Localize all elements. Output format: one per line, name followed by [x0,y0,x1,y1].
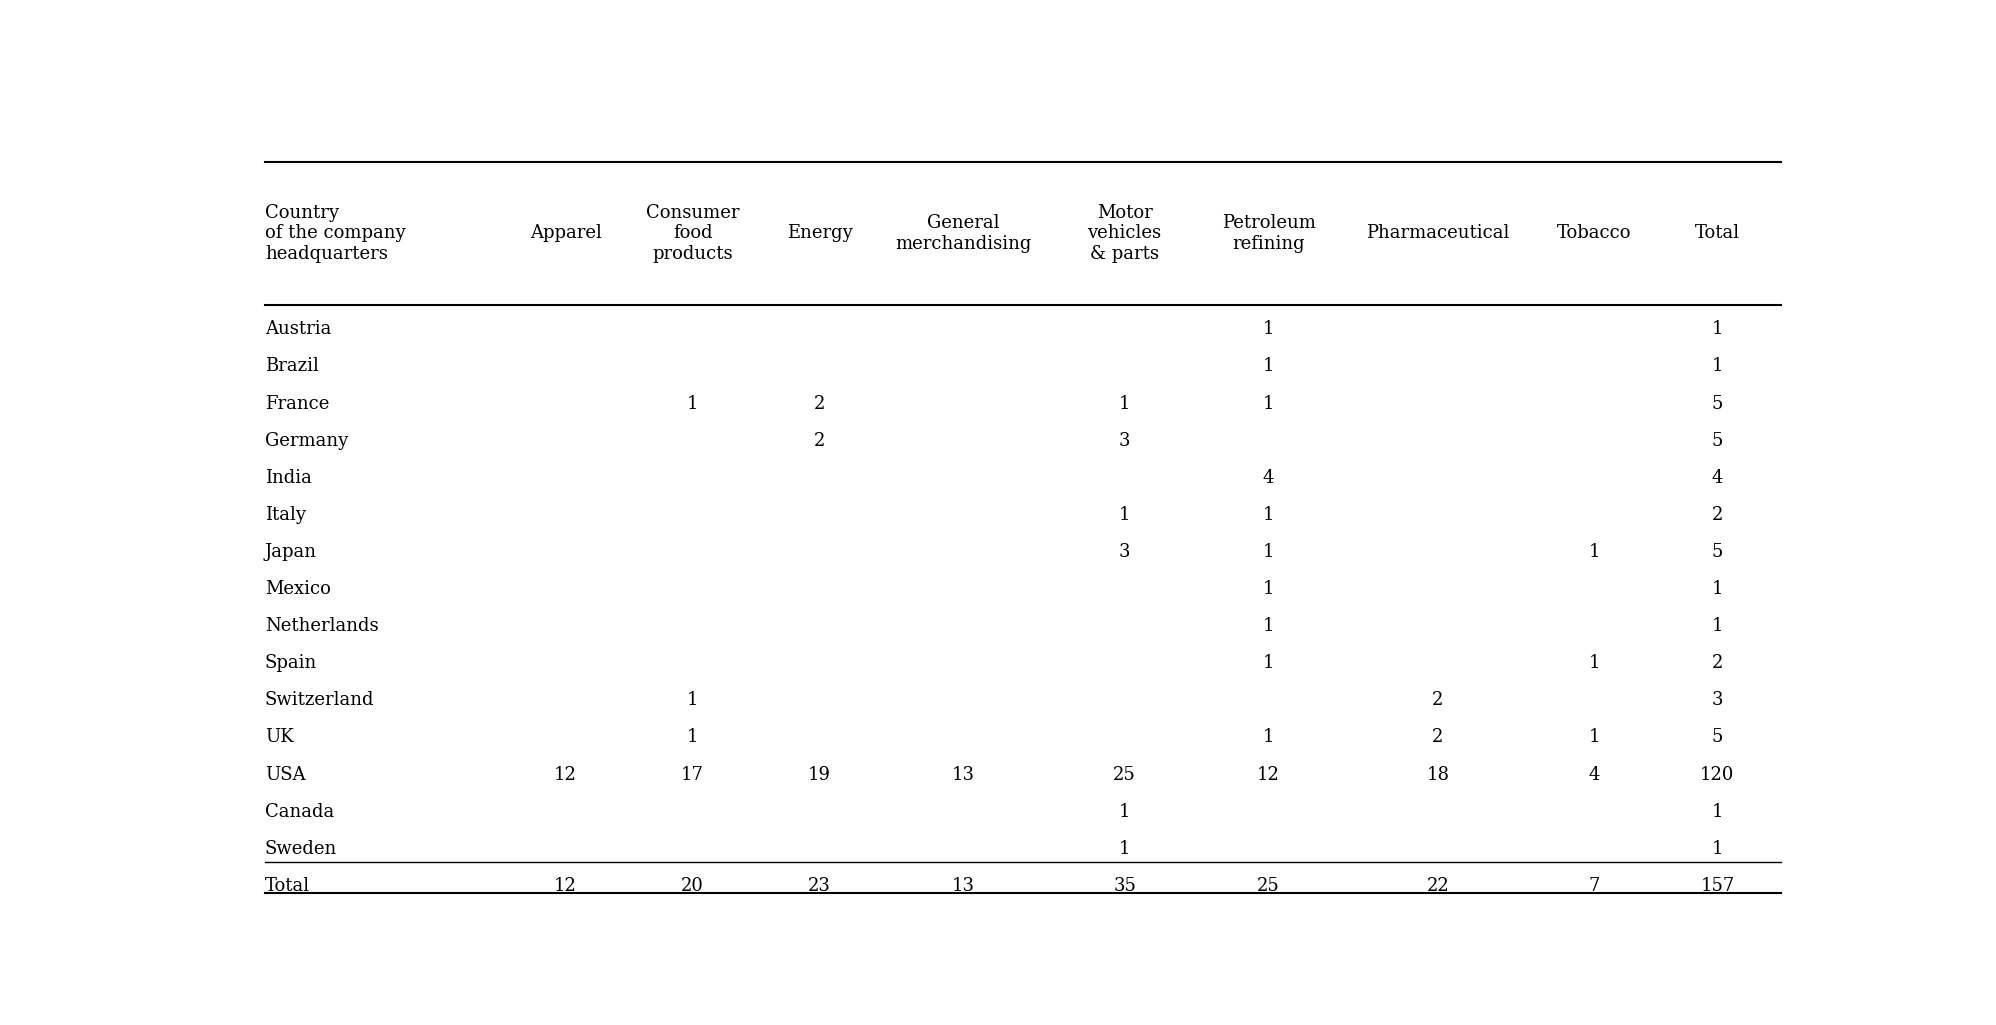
Text: 22: 22 [1427,876,1449,895]
Text: Italy: Italy [265,506,305,524]
Text: Pharmaceutical: Pharmaceutical [1365,224,1509,243]
Text: Total: Total [265,876,309,895]
Text: Switzerland: Switzerland [265,691,375,709]
Text: 20: 20 [681,876,705,895]
Text: 1: 1 [1263,617,1273,636]
Text: 3: 3 [1120,543,1130,561]
Text: Brazil: Brazil [265,358,319,375]
Text: Germany: Germany [265,432,347,450]
Text: 1: 1 [1263,321,1273,338]
Text: 1: 1 [1120,803,1130,821]
Text: Petroleum
refining: Petroleum refining [1222,214,1315,253]
Text: 2: 2 [814,432,826,450]
Text: India: India [265,468,311,487]
Text: France: France [265,395,329,413]
Text: 4: 4 [1713,468,1723,487]
Text: 35: 35 [1114,876,1136,895]
Text: 13: 13 [952,876,976,895]
Text: 2: 2 [1713,654,1723,672]
Text: 12: 12 [555,876,577,895]
Text: 7: 7 [1589,876,1601,895]
Text: 3: 3 [1713,691,1723,709]
Text: 1: 1 [1713,803,1723,821]
Text: 1: 1 [1120,395,1130,413]
Text: 13: 13 [952,766,976,783]
Text: 157: 157 [1701,876,1735,895]
Text: 1: 1 [1263,580,1273,598]
Text: 25: 25 [1257,876,1279,895]
Text: Tobacco: Tobacco [1557,224,1633,243]
Text: 1: 1 [687,395,699,413]
Text: USA: USA [265,766,305,783]
Text: 2: 2 [1433,729,1443,746]
Text: Energy: Energy [786,224,852,243]
Text: 3: 3 [1120,432,1130,450]
Text: 5: 5 [1713,729,1723,746]
Text: General
merchandising: General merchandising [896,214,1032,253]
Text: Total: Total [1695,224,1741,243]
Text: 1: 1 [1263,543,1273,561]
Text: 1: 1 [1713,321,1723,338]
Text: 1: 1 [1120,506,1130,524]
Text: 2: 2 [1433,691,1443,709]
Text: 5: 5 [1713,432,1723,450]
Text: 1: 1 [1263,395,1273,413]
Text: 12: 12 [1257,766,1279,783]
Text: 1: 1 [1713,839,1723,858]
Text: 25: 25 [1114,766,1136,783]
Text: 1: 1 [1713,358,1723,375]
Text: Austria: Austria [265,321,331,338]
Text: 4: 4 [1589,766,1601,783]
Text: 17: 17 [681,766,705,783]
Text: 4: 4 [1263,468,1273,487]
Text: 1: 1 [1713,617,1723,636]
Text: Canada: Canada [265,803,333,821]
Text: Netherlands: Netherlands [265,617,379,636]
Text: UK: UK [265,729,293,746]
Text: Spain: Spain [265,654,317,672]
Text: 2: 2 [814,395,826,413]
Text: 1: 1 [1263,506,1273,524]
Text: 1: 1 [1263,358,1273,375]
Text: 1: 1 [1589,654,1601,672]
Text: 1: 1 [1589,543,1601,561]
Text: 23: 23 [808,876,830,895]
Text: Mexico: Mexico [265,580,331,598]
Text: 19: 19 [808,766,830,783]
Text: 1: 1 [1589,729,1601,746]
Text: 12: 12 [555,766,577,783]
Text: 2: 2 [1713,506,1723,524]
Text: 1: 1 [687,691,699,709]
Text: 1: 1 [1120,839,1130,858]
Text: 5: 5 [1713,543,1723,561]
Text: 1: 1 [1713,580,1723,598]
Text: 18: 18 [1427,766,1449,783]
Text: Country
of the company
headquarters: Country of the company headquarters [265,204,405,263]
Text: Motor
vehicles
& parts: Motor vehicles & parts [1088,204,1162,263]
Text: 1: 1 [687,729,699,746]
Text: 1: 1 [1263,729,1273,746]
Text: Consumer
food
products: Consumer food products [647,204,739,263]
Text: Japan: Japan [265,543,317,561]
Text: 1: 1 [1263,654,1273,672]
Text: 120: 120 [1701,766,1735,783]
Text: 5: 5 [1713,395,1723,413]
Text: Sweden: Sweden [265,839,337,858]
Text: Apparel: Apparel [529,224,601,243]
